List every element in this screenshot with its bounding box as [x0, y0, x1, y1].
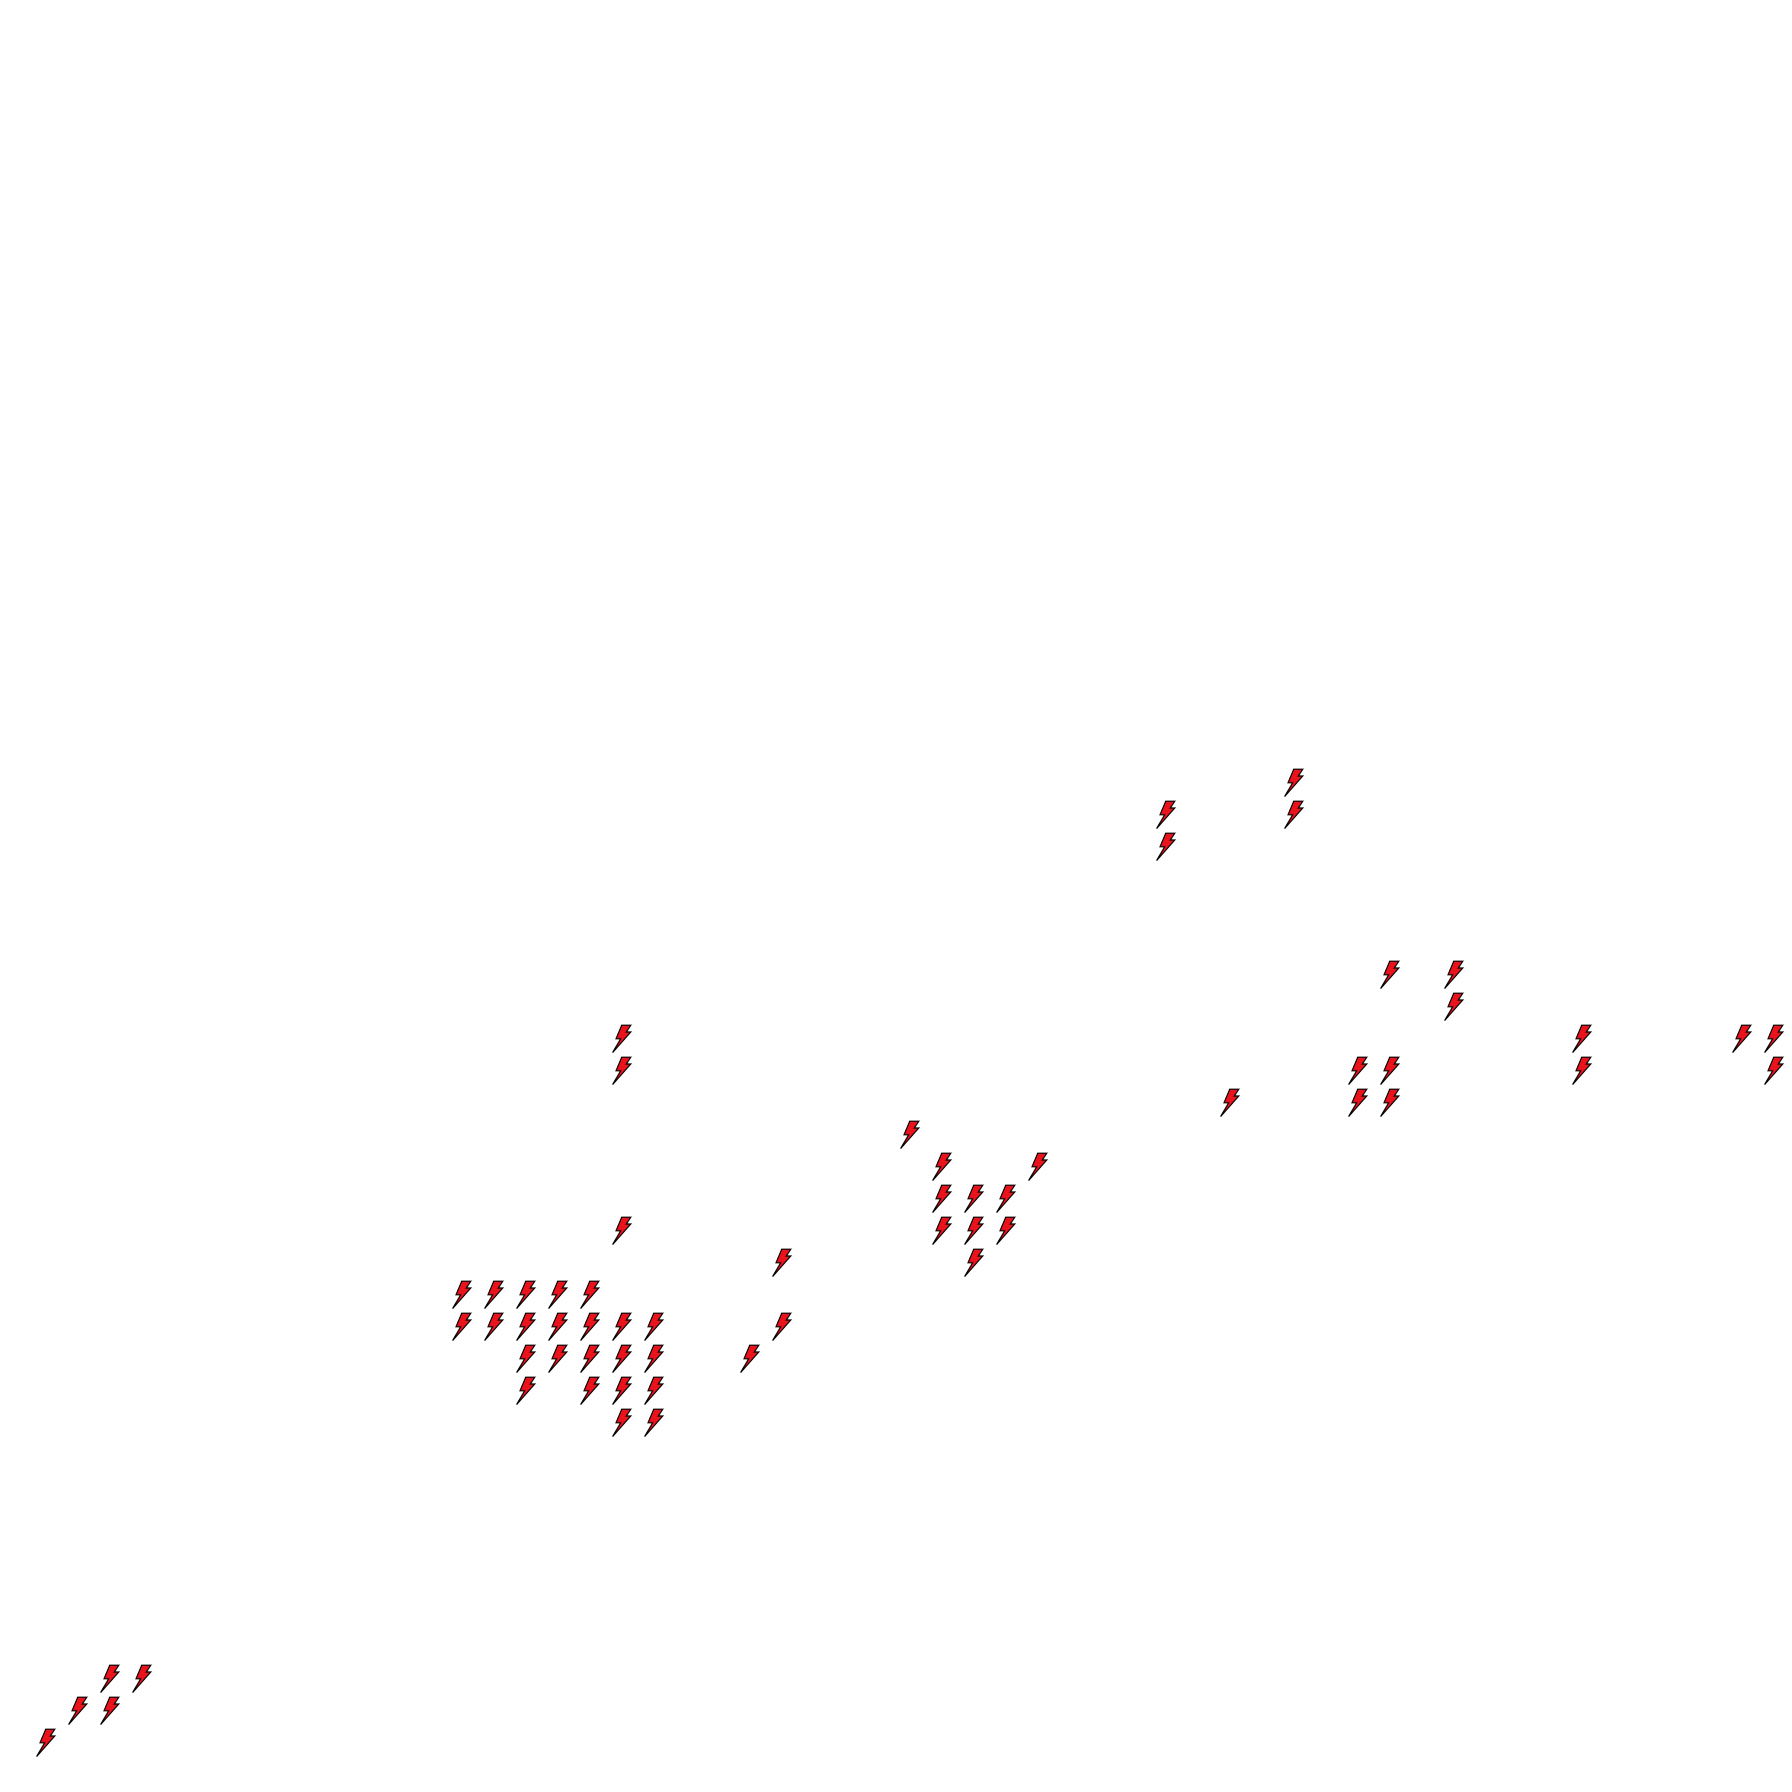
map: [0, 0, 1792, 1792]
page: (() => { const data = JSON.parse(documen…: [0, 0, 1792, 1792]
map-background: [0, 0, 1792, 1792]
